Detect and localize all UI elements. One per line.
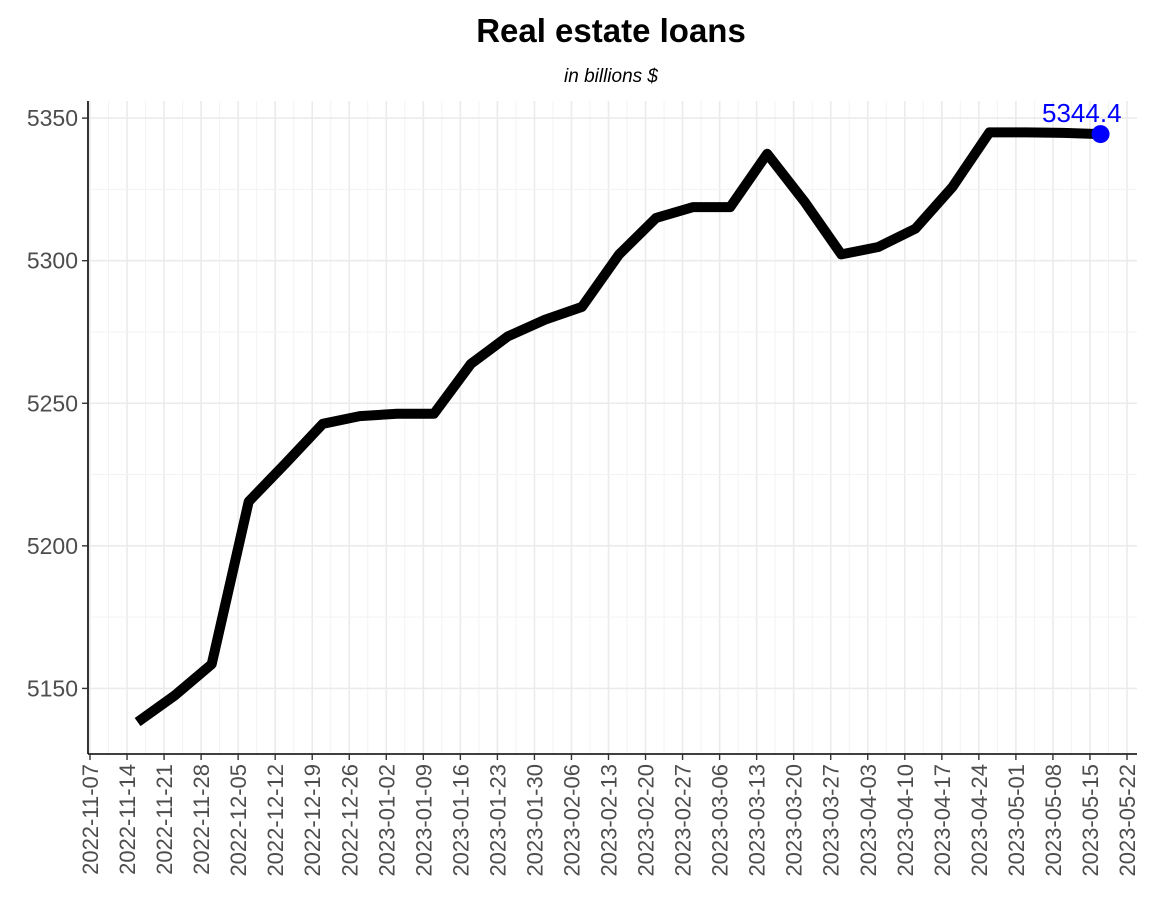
x-tick-label: 2022-12-19 — [300, 764, 325, 877]
x-tick-label: 2022-11-07 — [78, 764, 103, 875]
x-tick-label: 2023-05-08 — [1041, 764, 1066, 877]
chart-subtitle: in billions $ — [564, 66, 658, 87]
x-tick-label: 2022-11-21 — [152, 764, 177, 875]
series-layer: 5344.4 — [134, 98, 1122, 727]
x-tick-label: 2023-01-23 — [485, 764, 510, 877]
x-tick-label: 2022-12-26 — [337, 764, 362, 877]
x-tick-label: 2023-04-24 — [967, 764, 992, 877]
y-tick-label: 5300 — [27, 248, 78, 274]
x-tick-label: 2023-04-17 — [930, 764, 955, 877]
y-tick-label: 5200 — [27, 533, 78, 559]
x-tick-label: 2023-01-09 — [411, 764, 436, 877]
last-point-marker — [1091, 125, 1110, 144]
x-tick-label: 2022-12-05 — [226, 764, 251, 877]
x-tick-label: 2023-01-16 — [448, 764, 473, 877]
x-tick-label: 2023-02-06 — [559, 764, 584, 877]
x-tick-label: 2023-05-15 — [1078, 764, 1103, 877]
x-tick-label: 2023-03-27 — [819, 764, 844, 877]
x-tick-label: 2023-03-06 — [708, 764, 733, 877]
x-tick-label: 2022-11-28 — [189, 764, 214, 875]
y-tick-label: 5150 — [27, 675, 78, 701]
axes: 5150 5200 5250 5300 5350 2022-11-07 2022-11-14… — [27, 101, 1140, 877]
series-line — [134, 127, 1101, 727]
x-tick-label: 2023-02-20 — [634, 764, 659, 877]
x-tick-label: 2023-03-13 — [745, 764, 770, 877]
last-point-label: 5344.4 — [1042, 98, 1122, 128]
x-tick-label: 2023-02-27 — [671, 764, 696, 877]
x-tick-label: 2022-12-12 — [263, 764, 288, 877]
x-tick-label: 2023-05-22 — [1115, 764, 1140, 877]
y-tick-label: 5350 — [27, 105, 78, 131]
grid — [88, 101, 1137, 754]
x-tick-label: 2022-11-14 — [115, 764, 140, 875]
x-tick-label: 2023-04-03 — [856, 764, 881, 877]
x-tick-label: 2023-01-02 — [374, 764, 399, 877]
x-tick-label: 2023-01-30 — [522, 764, 547, 877]
x-tick-label: 2023-03-20 — [782, 764, 807, 877]
chart-title: Real estate loans — [476, 12, 746, 49]
x-tick-label: 2023-02-13 — [597, 764, 622, 877]
y-tick-label: 5250 — [27, 390, 78, 416]
x-tick-label: 2023-05-01 — [1004, 764, 1029, 877]
x-tick-label: 2023-04-10 — [893, 764, 918, 877]
